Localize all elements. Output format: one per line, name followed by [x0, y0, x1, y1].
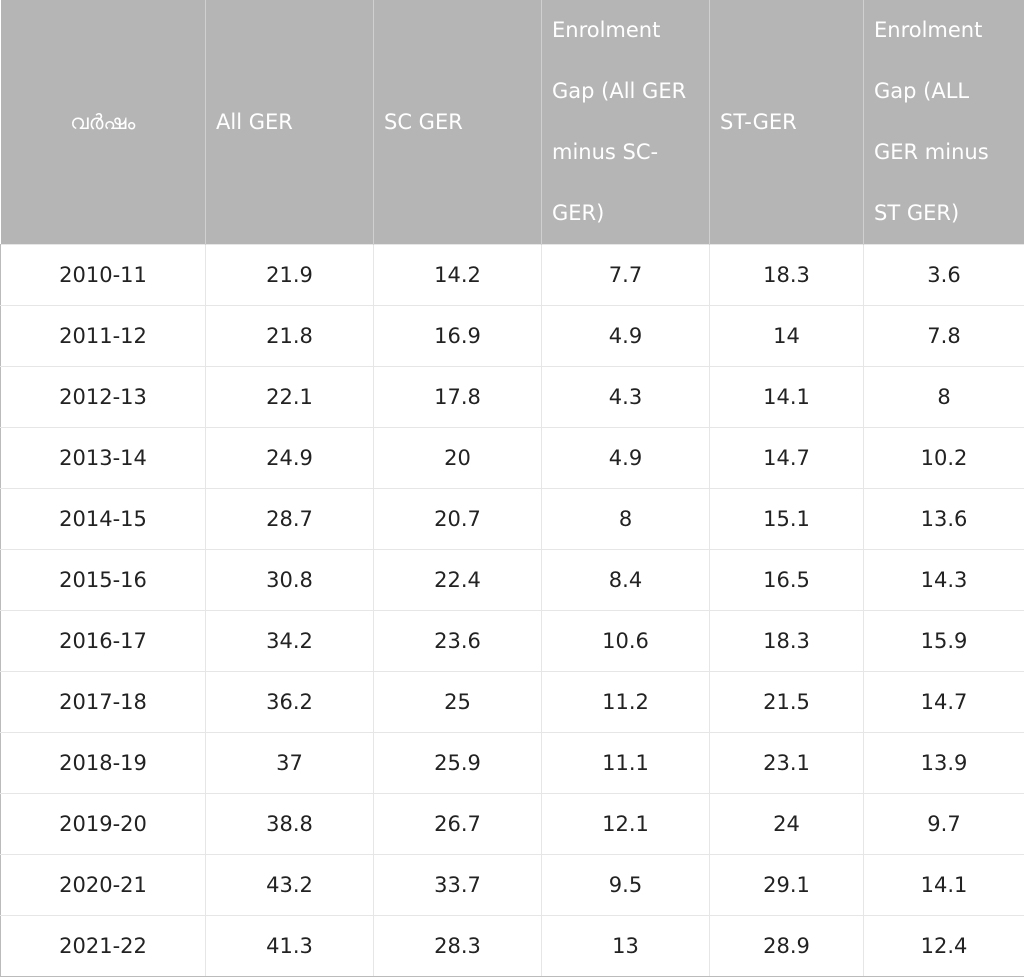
value-cell: 13.6	[864, 489, 1024, 550]
value-cell: 28.7	[206, 489, 374, 550]
value-cell: 24	[710, 794, 864, 855]
value-cell: 28.3	[374, 916, 542, 977]
value-cell: 43.2	[206, 855, 374, 916]
value-cell: 14.2	[374, 245, 542, 306]
year-cell: 2016-17	[1, 611, 206, 672]
value-cell: 25.9	[374, 733, 542, 794]
value-cell: 21.8	[206, 306, 374, 367]
value-cell: 20.7	[374, 489, 542, 550]
value-cell: 12.1	[542, 794, 710, 855]
value-cell: 36.2	[206, 672, 374, 733]
value-cell: 4.9	[542, 428, 710, 489]
value-cell: 3.6	[864, 245, 1024, 306]
value-cell: 25	[374, 672, 542, 733]
value-cell: 13.9	[864, 733, 1024, 794]
year-cell: 2014-15	[1, 489, 206, 550]
value-cell: 26.7	[374, 794, 542, 855]
value-cell: 23.6	[374, 611, 542, 672]
year-cell: 2018-19	[1, 733, 206, 794]
value-cell: 8	[864, 367, 1024, 428]
value-cell: 14.7	[864, 672, 1024, 733]
value-cell: 11.2	[542, 672, 710, 733]
year-cell: 2010-11	[1, 245, 206, 306]
value-cell: 23.1	[710, 733, 864, 794]
value-cell: 15.9	[864, 611, 1024, 672]
value-cell: 28.9	[710, 916, 864, 977]
value-cell: 41.3	[206, 916, 374, 977]
value-cell: 33.7	[374, 855, 542, 916]
value-cell: 22.1	[206, 367, 374, 428]
header-cell: All GER	[206, 0, 374, 245]
header-cell: SC GER	[374, 0, 542, 245]
header-cell: ST-GER	[710, 0, 864, 245]
value-cell: 37	[206, 733, 374, 794]
value-cell: 12.4	[864, 916, 1024, 977]
value-cell: 14.3	[864, 550, 1024, 611]
table-header: വർഷം All GER SC GER Enrolment Gap (All G…	[1, 0, 1024, 245]
value-cell: 11.1	[542, 733, 710, 794]
value-cell: 10.6	[542, 611, 710, 672]
value-cell: 16.5	[710, 550, 864, 611]
value-cell: 7.8	[864, 306, 1024, 367]
value-cell: 8.4	[542, 550, 710, 611]
value-cell: 17.8	[374, 367, 542, 428]
year-cell: 2011-12	[1, 306, 206, 367]
value-cell: 13	[542, 916, 710, 977]
value-cell: 20	[374, 428, 542, 489]
value-cell: 7.7	[542, 245, 710, 306]
header-cell: Enrolment Gap (All GER minus SC-GER)	[542, 0, 710, 245]
value-cell: 21.5	[710, 672, 864, 733]
value-cell: 4.3	[542, 367, 710, 428]
value-cell: 4.9	[542, 306, 710, 367]
value-cell: 10.2	[864, 428, 1024, 489]
value-cell: 30.8	[206, 550, 374, 611]
value-cell: 22.4	[374, 550, 542, 611]
year-cell: 2017-18	[1, 672, 206, 733]
value-cell: 9.7	[864, 794, 1024, 855]
value-cell: 8	[542, 489, 710, 550]
year-cell: 2021-22	[1, 916, 206, 977]
year-cell: 2019-20	[1, 794, 206, 855]
value-cell: 29.1	[710, 855, 864, 916]
year-cell: 2013-14	[1, 428, 206, 489]
year-cell: 2020-21	[1, 855, 206, 916]
year-cell: 2015-16	[1, 550, 206, 611]
header-row: വർഷം All GER SC GER Enrolment Gap (All G…	[1, 0, 1024, 245]
value-cell: 18.3	[710, 245, 864, 306]
value-cell: 18.3	[710, 611, 864, 672]
value-cell: 9.5	[542, 855, 710, 916]
value-cell: 21.9	[206, 245, 374, 306]
value-cell: 38.8	[206, 794, 374, 855]
value-cell: 24.9	[206, 428, 374, 489]
value-cell: 14	[710, 306, 864, 367]
value-cell: 14.1	[710, 367, 864, 428]
value-cell: 16.9	[374, 306, 542, 367]
header-cell: Enrolment Gap (ALL GER minus ST GER)	[864, 0, 1024, 245]
value-cell: 14.7	[710, 428, 864, 489]
value-cell: 15.1	[710, 489, 864, 550]
value-cell: 34.2	[206, 611, 374, 672]
value-cell: 14.1	[864, 855, 1024, 916]
year-cell: 2012-13	[1, 367, 206, 428]
header-cell: വർഷം	[1, 0, 206, 245]
